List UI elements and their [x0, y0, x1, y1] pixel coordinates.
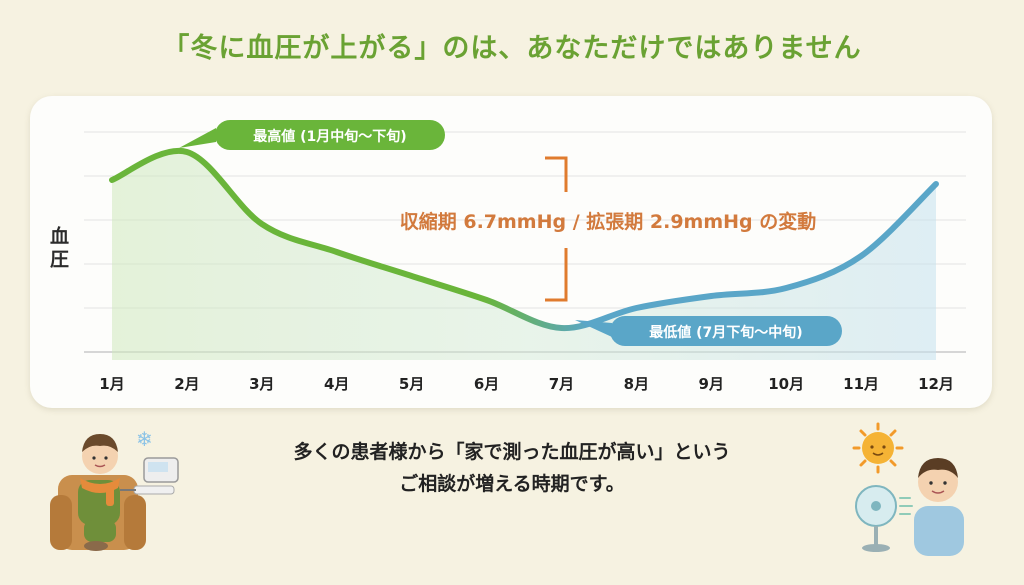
range-bracket-top [545, 156, 568, 192]
chart-point-6 [484, 297, 490, 303]
range-annotation: 収縮期 6.7mmHg / 拡張期 2.9mmHg の変動 [400, 210, 817, 233]
summer-person-fan-icon [852, 422, 964, 556]
x-tick-label: 12月 [918, 375, 954, 393]
chart-point-2 [184, 149, 190, 155]
x-tick-label: 10月 [768, 375, 804, 393]
x-tick-label: 1月 [99, 375, 124, 393]
range-bracket-bottom [545, 248, 568, 302]
bottom-message-line1: 多くの患者様から「家で測った血圧が高い」という [293, 441, 731, 463]
chart-point-10 [783, 285, 789, 291]
max-callout-arrow [179, 128, 216, 148]
x-tick-label: 4月 [324, 375, 349, 393]
x-tick-label: 8月 [624, 375, 649, 393]
chart-point-1 [109, 177, 115, 183]
x-axis-ticks: 1月 2月 3月 4月 5月 6月 7月 8月 9月 10月 11月 12月 [99, 375, 954, 393]
page-title: 「冬に血圧が上がる」のは、あなただけではありません [162, 33, 862, 64]
x-tick-label: 9月 [699, 375, 724, 393]
max-callout-label: 最高値 (1月中旬〜下旬) [253, 128, 406, 145]
chart-area-fill [112, 150, 936, 360]
chart-point-11 [858, 253, 864, 259]
chart-point-3 [259, 221, 265, 227]
x-tick-label: 2月 [174, 375, 199, 393]
svg-text:❄: ❄ [136, 427, 153, 451]
max-callout-bg [215, 120, 445, 150]
chart-point-4 [334, 249, 340, 255]
chart-point-5 [409, 273, 415, 279]
winter-person-blood-pressure-icon: ❄ [50, 427, 179, 551]
bottom-message-line2: ご相談が増える時期です。 [399, 473, 625, 495]
min-callout-bg [610, 316, 842, 346]
y-axis-label: 血圧 [47, 226, 69, 272]
x-tick-label: 5月 [399, 375, 424, 393]
chart-point-12 [933, 181, 939, 187]
min-callout-label: 最低値 (7月下旬〜中旬) [649, 324, 802, 341]
chart-point-8 [633, 305, 639, 311]
x-tick-label: 6月 [474, 375, 499, 393]
x-tick-label: 3月 [249, 375, 274, 393]
x-tick-label: 11月 [843, 375, 879, 393]
min-callout-arrow [575, 320, 612, 337]
chart-series-line [109, 147, 939, 332]
chart-point-7 [558, 325, 564, 331]
chart-point-9 [708, 293, 714, 299]
x-tick-label: 7月 [549, 375, 574, 393]
bottom-message: 多くの患者様から「家で測った血圧が高い」という ご相談が増える時期です。 [0, 436, 1024, 500]
